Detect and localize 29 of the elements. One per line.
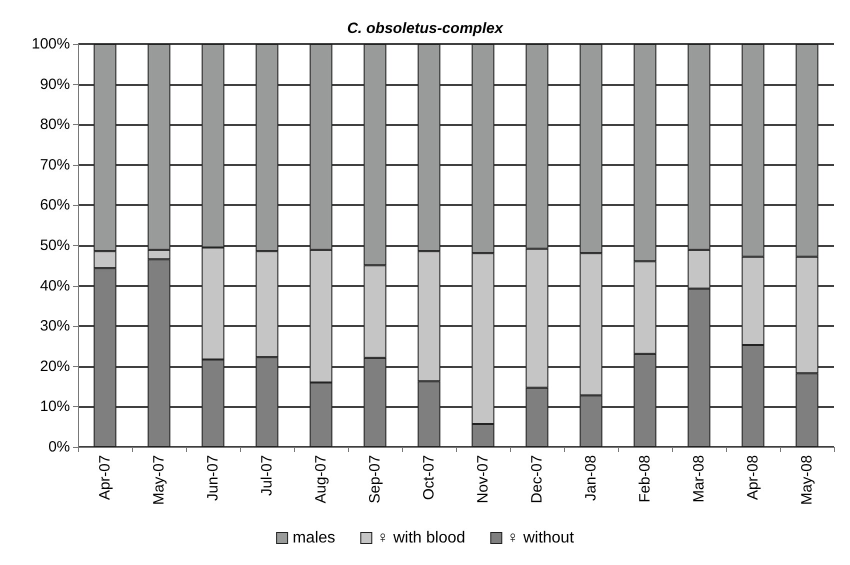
x-tick-label: May-07: [150, 455, 168, 506]
x-tick-label: Feb-08: [636, 455, 654, 503]
y-tick-label: 100%: [32, 36, 70, 52]
x-tick-label: Aug-07: [312, 455, 330, 504]
y-tick-label: 10%: [40, 398, 70, 416]
x-tick-label: Sep-07: [366, 455, 384, 504]
x-tick-label: Nov-07: [474, 455, 492, 504]
x-tick-label: Jul-07: [258, 455, 276, 496]
x-tick-label: Apr-08: [744, 455, 762, 500]
legend-label: ♀ without: [506, 530, 574, 546]
y-tick-label: 60%: [40, 196, 70, 214]
x-tick-label: Mar-08: [690, 455, 708, 503]
y-tick-label: 70%: [40, 156, 70, 174]
x-tick-label: Jan-08: [582, 455, 600, 501]
y-tick-label: 30%: [40, 318, 70, 335]
chart-title: C. obsoletus-complex: [347, 20, 504, 37]
x-tick-label: Jun-07: [204, 455, 222, 501]
legend-label: ♀ with blood: [376, 530, 466, 546]
y-tick-label: 80%: [40, 116, 70, 134]
y-tick-label: 20%: [40, 358, 70, 375]
y-tick-label: 90%: [40, 76, 70, 93]
x-tick-label: Dec-07: [528, 455, 546, 504]
y-tick-label: 40%: [40, 277, 70, 294]
x-tick-label: Oct-07: [420, 455, 438, 500]
x-tick-label: Apr-07: [96, 455, 114, 500]
y-tick-label: 50%: [40, 237, 70, 254]
legend-label: males: [292, 530, 336, 546]
y-tick-label: 0%: [48, 438, 70, 456]
x-tick-label: May-08: [798, 455, 816, 506]
